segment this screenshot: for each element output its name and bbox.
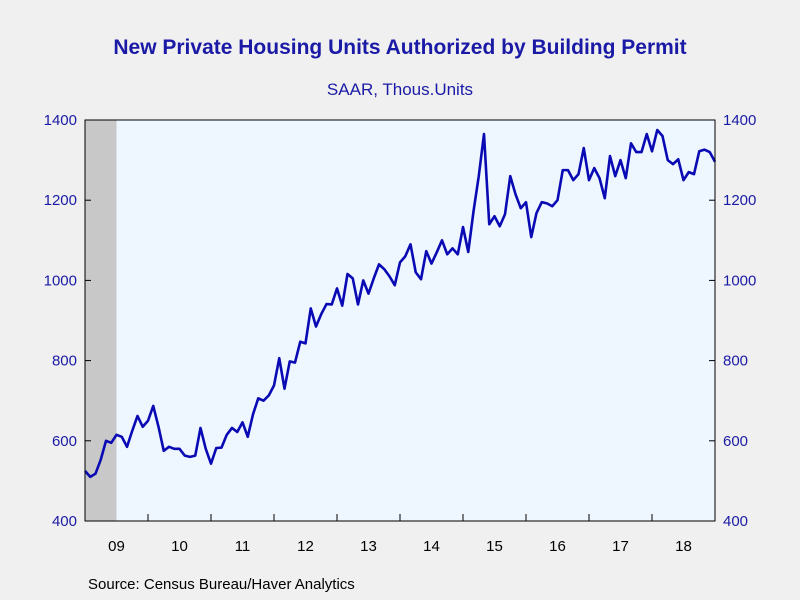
x-tick-label-6: 15 (486, 538, 503, 555)
x-tick-label-3: 12 (297, 538, 314, 555)
x-axis: 09 10 11 12 13 14 15 16 17 18 (84, 514, 716, 555)
y-tick-label-left-1: 600 (52, 433, 77, 450)
y-tick-label-right-2: 800 (723, 353, 748, 370)
source-note: Source: Census Bureau/Haver Analytics (88, 576, 355, 593)
plot-frame (84, 119, 716, 522)
y-tick-label-right-3: 1000 (723, 272, 756, 289)
y-tick-label-right-0: 400 (723, 513, 748, 530)
y-axis-left: 400 600 800 1000 1200 1400 (44, 112, 91, 530)
chart-title: New Private Housing Units Authorized by … (113, 36, 687, 59)
y-tick-label-left-5: 1400 (44, 112, 77, 129)
y-tick-label-right-4: 1200 (723, 192, 756, 209)
series-line (84, 128, 717, 479)
y-tick-label-left-0: 400 (52, 513, 77, 530)
y-tick-label-right-1: 600 (723, 433, 748, 450)
x-tick-label-4: 13 (360, 538, 377, 555)
plot-area (85, 120, 715, 521)
x-tick-label-5: 14 (423, 538, 440, 555)
x-tick-label-1: 10 (171, 538, 188, 555)
y-tick-label-right-5: 1400 (723, 112, 756, 129)
x-tick-label-9: 18 (675, 538, 692, 555)
y-tick-label-left-2: 800 (52, 353, 77, 370)
recession-band (85, 120, 117, 521)
x-tick-label-2: 11 (235, 538, 251, 555)
y-axis-right: 400 600 800 1000 1200 1400 (709, 112, 756, 530)
x-tick-label-0: 09 (108, 538, 125, 555)
x-tick-label-7: 16 (549, 538, 566, 555)
y-tick-label-left-3: 1000 (44, 272, 77, 289)
chart-subtitle: SAAR, Thous.Units (326, 80, 474, 99)
y-tick-label-left-4: 1200 (44, 192, 77, 209)
x-tick-label-8: 17 (612, 538, 629, 555)
